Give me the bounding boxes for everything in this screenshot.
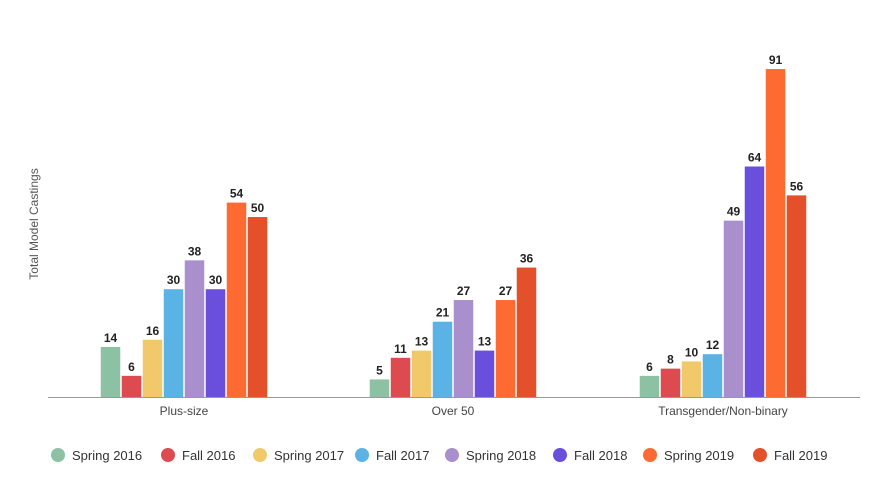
bars-group — [100, 69, 807, 398]
data-label: 36 — [520, 252, 534, 266]
data-label: 27 — [499, 284, 513, 298]
bar-spring-2017-over-50 — [411, 350, 432, 398]
bar-spring-2018-plus-size — [184, 260, 205, 398]
data-label: 13 — [415, 335, 429, 349]
data-label: 30 — [209, 273, 223, 287]
legend: Spring 2016 Fall 2016 Spring 2017 Fall 2017… — [51, 448, 827, 463]
data-label: 6 — [128, 360, 135, 374]
data-label: 13 — [478, 335, 492, 349]
category-label: Over 50 — [432, 404, 475, 418]
data-label: 91 — [769, 53, 783, 67]
legend-item-fall-2016: Fall 2016 — [161, 448, 235, 463]
legend-label: Spring 2018 — [466, 448, 536, 463]
bar-spring-2016-over-50 — [369, 379, 390, 398]
legend-swatch-icon — [553, 448, 567, 462]
bar-fall-2019-plus-size — [247, 217, 268, 398]
legend-swatch-icon — [161, 448, 175, 462]
bar-spring-2016-plus-size — [100, 346, 121, 398]
data-label: 38 — [188, 244, 202, 258]
data-label: 50 — [251, 201, 265, 215]
data-label: 27 — [457, 284, 471, 298]
legend-label: Fall 2019 — [774, 448, 827, 463]
bar-spring-2017-plus-size — [142, 339, 163, 398]
bar-spring-2016-transgender-non-binary — [639, 375, 660, 398]
legend-swatch-icon — [355, 448, 369, 462]
bar-spring-2019-plus-size — [226, 202, 247, 398]
bar-spring-2018-transgender-non-binary — [723, 220, 744, 398]
data-label: 8 — [667, 353, 674, 367]
bar-fall-2016-transgender-non-binary — [660, 368, 681, 398]
bar-fall-2016-plus-size — [121, 375, 142, 398]
legend-item-spring-2017: Spring 2017 — [253, 448, 344, 463]
legend-label: Spring 2019 — [664, 448, 734, 463]
bar-spring-2019-transgender-non-binary — [765, 69, 786, 398]
data-label: 16 — [146, 324, 160, 338]
legend-swatch-icon — [445, 448, 459, 462]
legend-label: Spring 2017 — [274, 448, 344, 463]
legend-item-spring-2018: Spring 2018 — [445, 448, 536, 463]
legend-swatch-icon — [253, 448, 267, 462]
y-axis-title: Total Model Castings — [27, 168, 41, 279]
data-label: 56 — [790, 179, 804, 193]
legend-swatch-icon — [51, 448, 65, 462]
legend-label: Fall 2016 — [182, 448, 235, 463]
bar-fall-2018-over-50 — [474, 350, 495, 398]
legend-label: Fall 2017 — [376, 448, 429, 463]
legend-item-fall-2017: Fall 2017 — [355, 448, 429, 463]
legend-item-fall-2019: Fall 2019 — [753, 448, 827, 463]
bar-fall-2018-transgender-non-binary — [744, 166, 765, 398]
bar-spring-2019-over-50 — [495, 300, 516, 398]
data-label: 12 — [706, 338, 720, 352]
data-label: 49 — [727, 205, 741, 219]
bar-fall-2019-transgender-non-binary — [786, 195, 807, 398]
bar-fall-2017-transgender-non-binary — [702, 354, 723, 398]
bar-fall-2016-over-50 — [390, 357, 411, 398]
legend-swatch-icon — [753, 448, 767, 462]
bar-fall-2018-plus-size — [205, 289, 226, 398]
category-labels-group: Plus-size Over 50 Transgender/Non-binary — [160, 404, 788, 418]
data-label: 5 — [376, 363, 383, 377]
legend-item-fall-2018: Fall 2018 — [553, 448, 627, 463]
bar-spring-2017-transgender-non-binary — [681, 361, 702, 398]
category-label: Transgender/Non-binary — [658, 404, 788, 418]
data-label: 11 — [394, 342, 407, 356]
legend-swatch-icon — [643, 448, 657, 462]
data-labels-group: 1461630383054505111321271327366810124964… — [104, 53, 804, 377]
bar-fall-2017-plus-size — [163, 289, 184, 398]
legend-item-spring-2016: Spring 2016 — [51, 448, 142, 463]
data-label: 64 — [748, 151, 762, 165]
category-label: Plus-size — [160, 404, 209, 418]
data-label: 6 — [646, 360, 653, 374]
legend-item-spring-2019: Spring 2019 — [643, 448, 734, 463]
data-label: 54 — [230, 187, 244, 201]
bar-spring-2018-over-50 — [453, 300, 474, 398]
data-label: 21 — [436, 306, 450, 320]
data-label: 30 — [167, 273, 181, 287]
data-label: 14 — [104, 331, 118, 345]
bar-fall-2019-over-50 — [516, 267, 537, 398]
legend-label: Spring 2016 — [72, 448, 142, 463]
data-label: 10 — [685, 345, 699, 359]
bar-fall-2017-over-50 — [432, 321, 453, 398]
legend-label: Fall 2018 — [574, 448, 627, 463]
